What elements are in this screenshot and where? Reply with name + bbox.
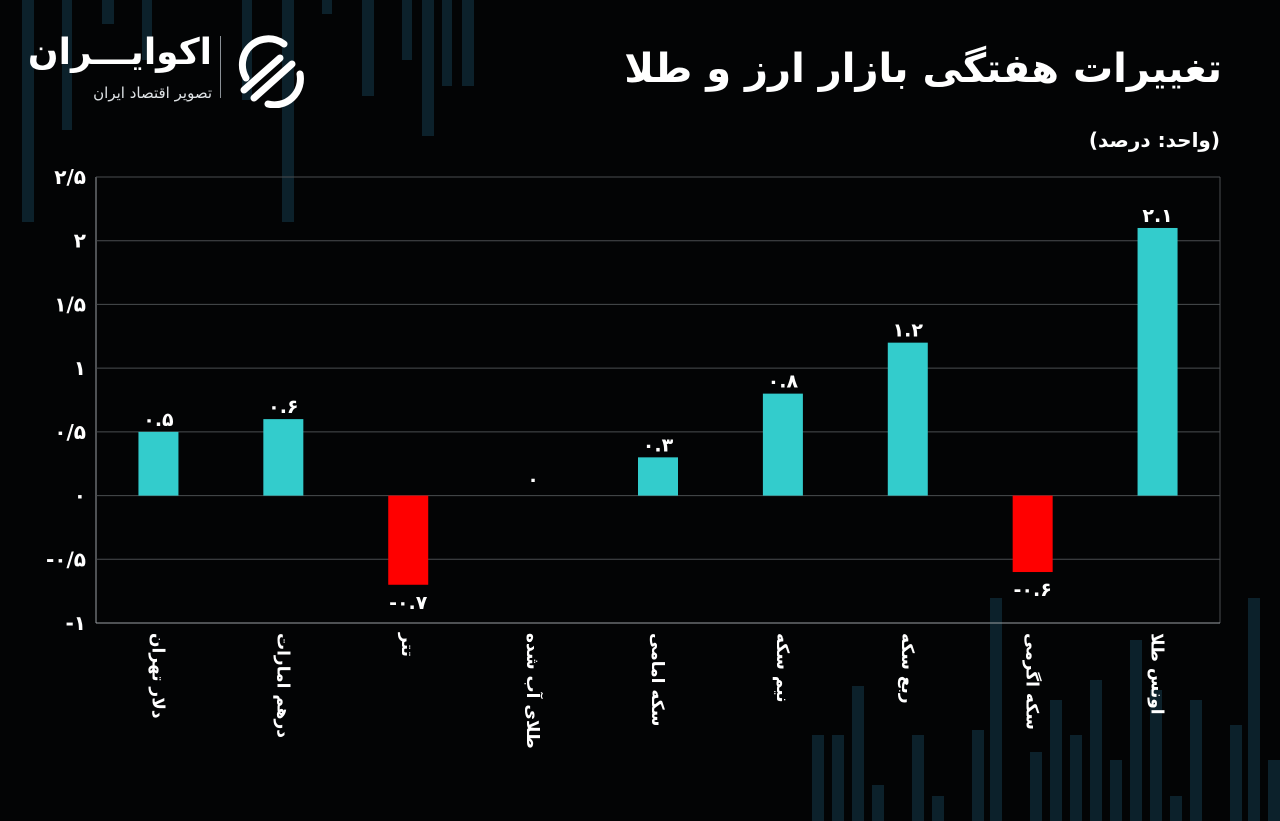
category-label: طلای آب شده [522,633,544,749]
y-tick-label: ۲ [74,229,86,253]
data-label: -۰.۶ [1014,579,1052,601]
y-tick-label: -۰/۵ [46,547,86,571]
bar [638,457,678,496]
category-label: تتر [397,632,417,657]
data-label: ۰ [527,469,539,491]
unit-label: (واحد: درصد) [1088,128,1220,152]
data-label: ۱.۲ [893,320,924,342]
y-tick-label: ۱ [74,356,86,380]
y-tick-label: ۲/۵ [54,165,86,189]
logo-divider [220,36,221,98]
category-label: دلار تهران [147,633,167,719]
bar [263,419,304,496]
bar [887,342,928,496]
data-label: ۰.۵ [143,409,174,431]
category-label: نیم سکه [772,633,792,703]
y-tick-label: ۱/۵ [54,292,86,316]
y-tick-label: ۰/۵ [54,420,86,444]
bar [1012,495,1053,573]
category-label: اونس طلا [1147,633,1167,715]
y-tick-label: -۱ [65,611,86,635]
bar [1137,227,1178,496]
data-label: ۰.۳ [643,434,674,456]
data-label: ۲.۱ [1142,205,1172,227]
logo-name: اکوایـــران [27,32,212,73]
category-label: سکه امامی [647,633,667,726]
brand-logo: اکوایـــران تصویر اقتصاد ایران [27,30,310,110]
logo-tagline: تصویر اقتصاد ایران [93,84,212,102]
data-label: ۰.۸ [768,371,799,393]
category-label: ربع سکه [897,633,917,704]
category-label: درهم امارات [272,633,292,738]
logo-mark-icon [238,35,304,108]
bar [388,495,429,585]
data-label: ۰.۶ [268,396,298,418]
bar [138,431,179,496]
y-tick-label: ۰ [74,484,86,508]
bar [762,393,803,496]
category-label: سکه اگرمی [1022,633,1043,730]
chart-title: تغییرات هفتگی بازار ارز و طلا [624,46,1222,92]
data-label: -۰.۷ [389,592,428,614]
